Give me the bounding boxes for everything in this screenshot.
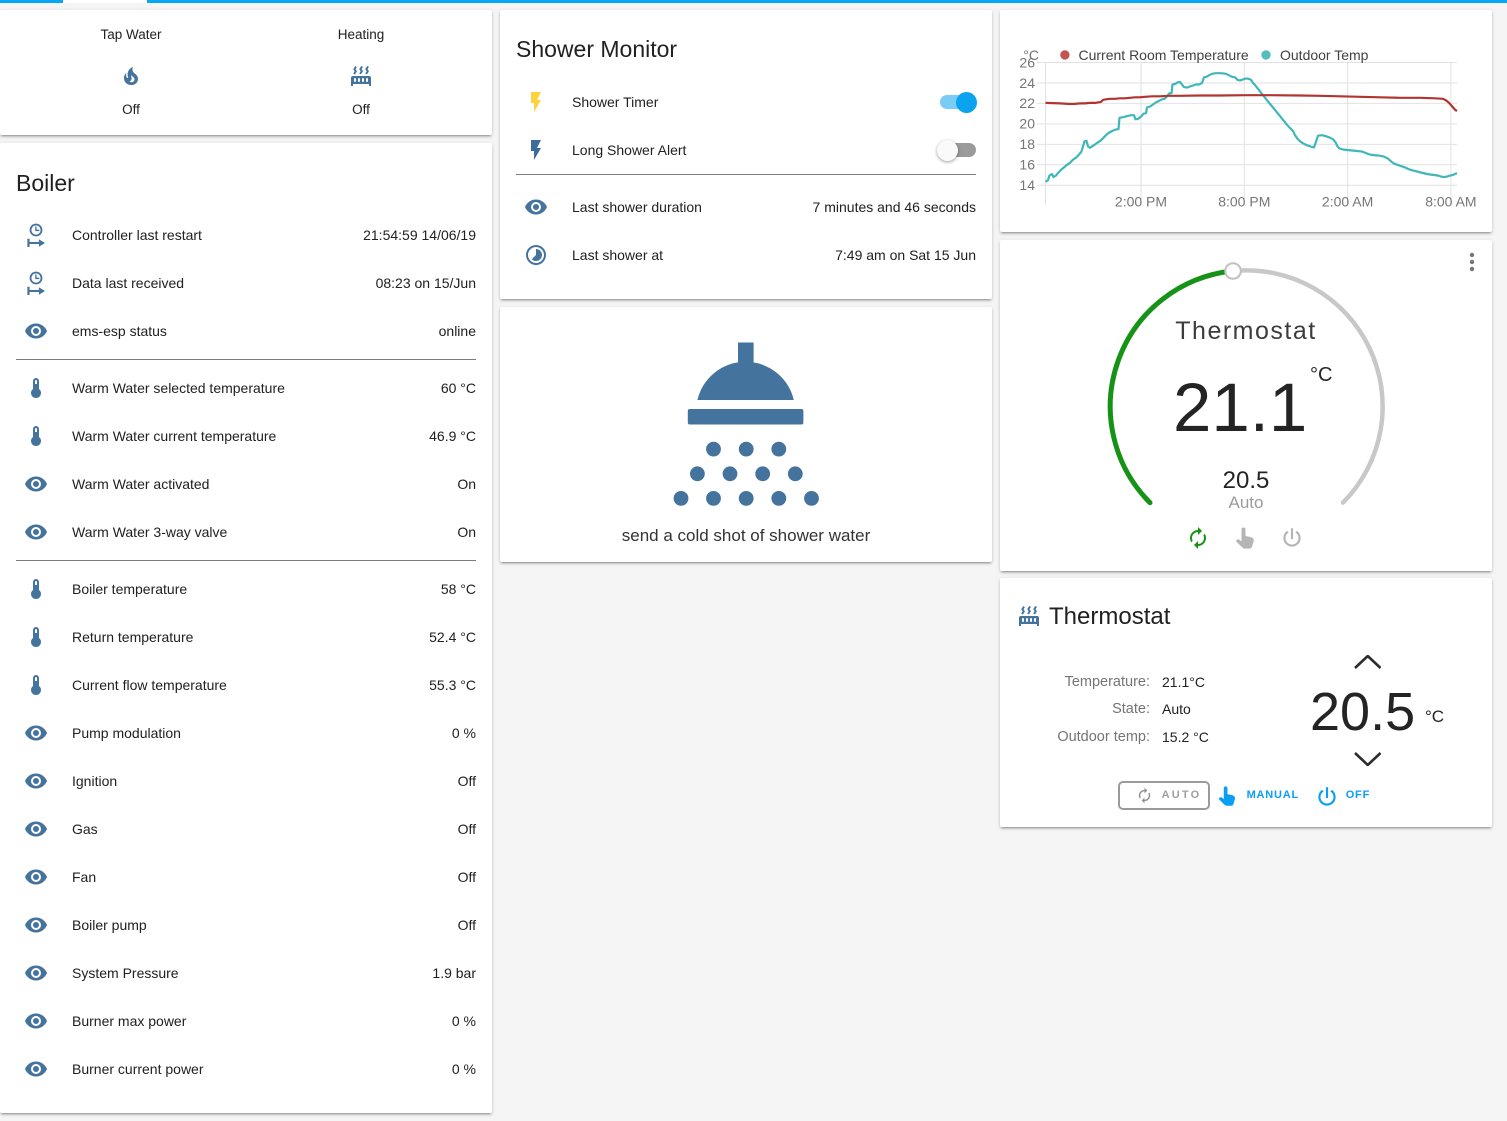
svg-text:°C: °C	[1023, 47, 1039, 63]
svg-text:2:00 PM: 2:00 PM	[1115, 194, 1167, 210]
svg-text:8:00 AM: 8:00 AM	[1425, 194, 1476, 210]
svg-text:Outdoor Temp: Outdoor Temp	[1280, 47, 1369, 63]
svg-text:24: 24	[1019, 75, 1035, 91]
svg-text:8:00 PM: 8:00 PM	[1218, 194, 1270, 210]
svg-text:26: 26	[1019, 54, 1035, 70]
svg-text:16: 16	[1019, 157, 1035, 173]
svg-text:14: 14	[1019, 177, 1035, 193]
svg-text:18: 18	[1019, 136, 1035, 152]
svg-text:20: 20	[1019, 116, 1035, 132]
svg-text:22: 22	[1019, 95, 1035, 111]
svg-text:Current Room Temperature: Current Room Temperature	[1079, 47, 1249, 63]
svg-text:2:00 AM: 2:00 AM	[1322, 194, 1373, 210]
